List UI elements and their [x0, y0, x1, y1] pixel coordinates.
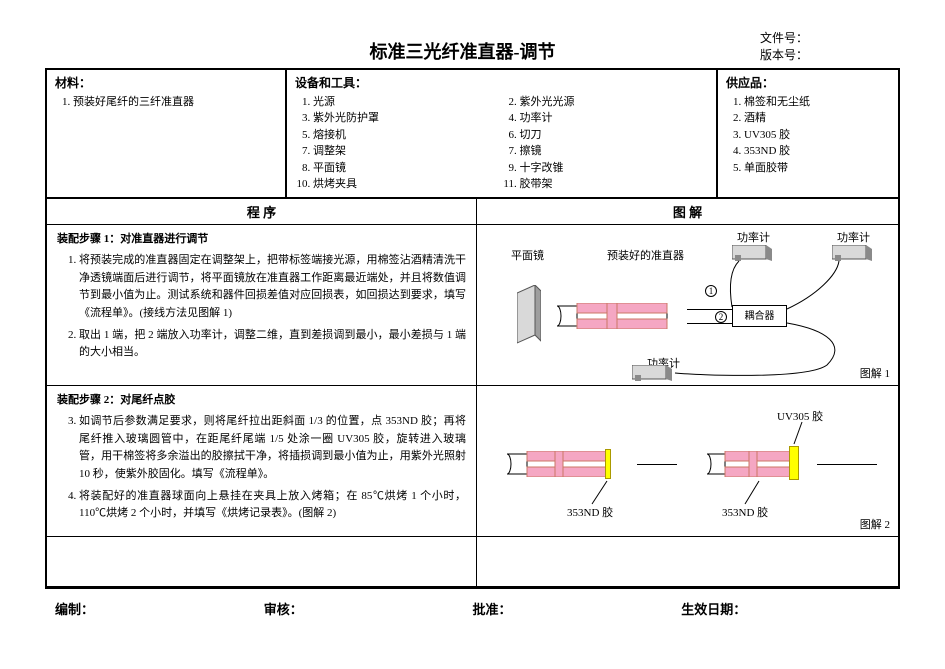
equip-item: 熔接机: [313, 127, 502, 144]
step1-item: 将预装完成的准直器固定在调整架上，把带标签端接光源，用棉签沾酒精清洗干净透镜端面…: [79, 252, 466, 322]
equip-item: 光源: [313, 94, 502, 111]
rev-label: 版本号：: [760, 47, 900, 64]
spacer-row: [47, 537, 898, 587]
footer-row: 编制： 审核： 批准： 生效日期：: [45, 599, 900, 618]
reviewed-by-label: 审核：: [264, 599, 473, 618]
fiber-curves-icon: [477, 225, 897, 385]
supply-item: 单面胶带: [744, 160, 890, 177]
doc-title: 标准三光纤准直器-调节: [45, 38, 760, 64]
step1-title: 装配步骤 1：对准直器进行调节: [57, 231, 466, 249]
materials-title: 材料：: [55, 74, 277, 92]
procedure-header: 程 序: [47, 199, 477, 224]
diagram-header: 图 解: [477, 199, 898, 224]
prepared-by-label: 编制：: [55, 599, 264, 618]
equip-item: 烘烤夹具: [313, 176, 502, 193]
equip-item: 平面镜: [313, 160, 502, 177]
step2-item: 如调节后参数满足要求，则将尾纤拉出距斜面 1/3 的位置，点 353ND 胶；再…: [79, 413, 466, 483]
step2-row: 装配步骤 2：对尾纤点胶 如调节后参数满足要求，则将尾纤拉出距斜面 1/3 的位…: [47, 386, 898, 537]
equip-item: 紫外光防护罩: [313, 110, 502, 127]
supplies-col: 供应品： 棉签和无尘纸 酒精 UV305 胶 353ND 胶 单面胶带: [718, 70, 898, 197]
materials-col: 材料： 预装好尾纤的三纤准直器: [47, 70, 287, 197]
supply-item: UV305 胶: [744, 127, 890, 144]
nd-glue-label-a: 353ND 胶: [567, 504, 613, 520]
outer-frame: 材料： 预装好尾纤的三纤准直器 设备和工具： 光源 紫外光防护罩 熔接机 调整架…: [45, 68, 900, 589]
step1-item: 取出 1 端，把 2 端放入功率计，调整二维，直到差损调到最小，最小差损与 1 …: [79, 327, 466, 362]
nd-glue-label-b: 353ND 胶: [722, 504, 768, 520]
equip-item: 胶带架: [520, 176, 709, 193]
supplies-title: 供应品：: [726, 74, 890, 92]
supply-item: 353ND 胶: [744, 143, 890, 160]
equip-item: 功率计: [520, 110, 709, 127]
equip-item: 切刀: [520, 127, 709, 144]
step1-row: 装配步骤 1：对准直器进行调节 将预装完成的准直器固定在调整架上，把带标签端接光…: [47, 225, 898, 386]
supply-item: 酒精: [744, 110, 890, 127]
section-headers: 程 序 图 解: [47, 199, 898, 225]
step2-title: 装配步骤 2：对尾纤点胶: [57, 392, 466, 410]
effective-date-label: 生效日期：: [681, 599, 890, 618]
pointer-lines-icon: [477, 386, 897, 536]
materials-item: 预装好尾纤的三纤准直器: [73, 94, 277, 111]
supply-item: 棉签和无尘纸: [744, 94, 890, 111]
equip-item: 十字改锥: [520, 160, 709, 177]
step2-text: 装配步骤 2：对尾纤点胶 如调节后参数满足要求，则将尾纤拉出距斜面 1/3 的位…: [47, 386, 477, 536]
diagram1-caption: 图解 1: [860, 365, 890, 381]
step2-item: 将装配好的准直器球面向上悬挂在夹具上放入烤箱；在 85℃烘烤 1 个小时，110…: [79, 488, 466, 523]
doc-meta: 文件号： 版本号：: [760, 30, 900, 64]
step1-text: 装配步骤 1：对准直器进行调节 将预装完成的准直器固定在调整架上，把带标签端接光…: [47, 225, 477, 385]
equip-item: 擦镜: [520, 143, 709, 160]
header-row: 标准三光纤准直器-调节 文件号： 版本号：: [45, 30, 900, 64]
equip-item: 紫外光光源: [520, 94, 709, 111]
diagram2-caption: 图解 2: [860, 516, 890, 532]
equipment-title: 设备和工具：: [295, 74, 708, 92]
top-section: 材料： 预装好尾纤的三纤准直器 设备和工具： 光源 紫外光防护罩 熔接机 调整架…: [47, 70, 898, 199]
approved-by-label: 批准：: [473, 599, 682, 618]
equipment-col: 设备和工具： 光源 紫外光防护罩 熔接机 调整架 平面镜 烘烤夹具 紫外光光源 …: [287, 70, 718, 197]
step1-diagram: 平面镜 预装好的准直器 功率计 功率计 功率计: [477, 225, 898, 385]
doc-no-label: 文件号：: [760, 30, 900, 47]
step2-diagram: UV305 胶: [477, 386, 898, 536]
equip-item: 调整架: [313, 143, 502, 160]
